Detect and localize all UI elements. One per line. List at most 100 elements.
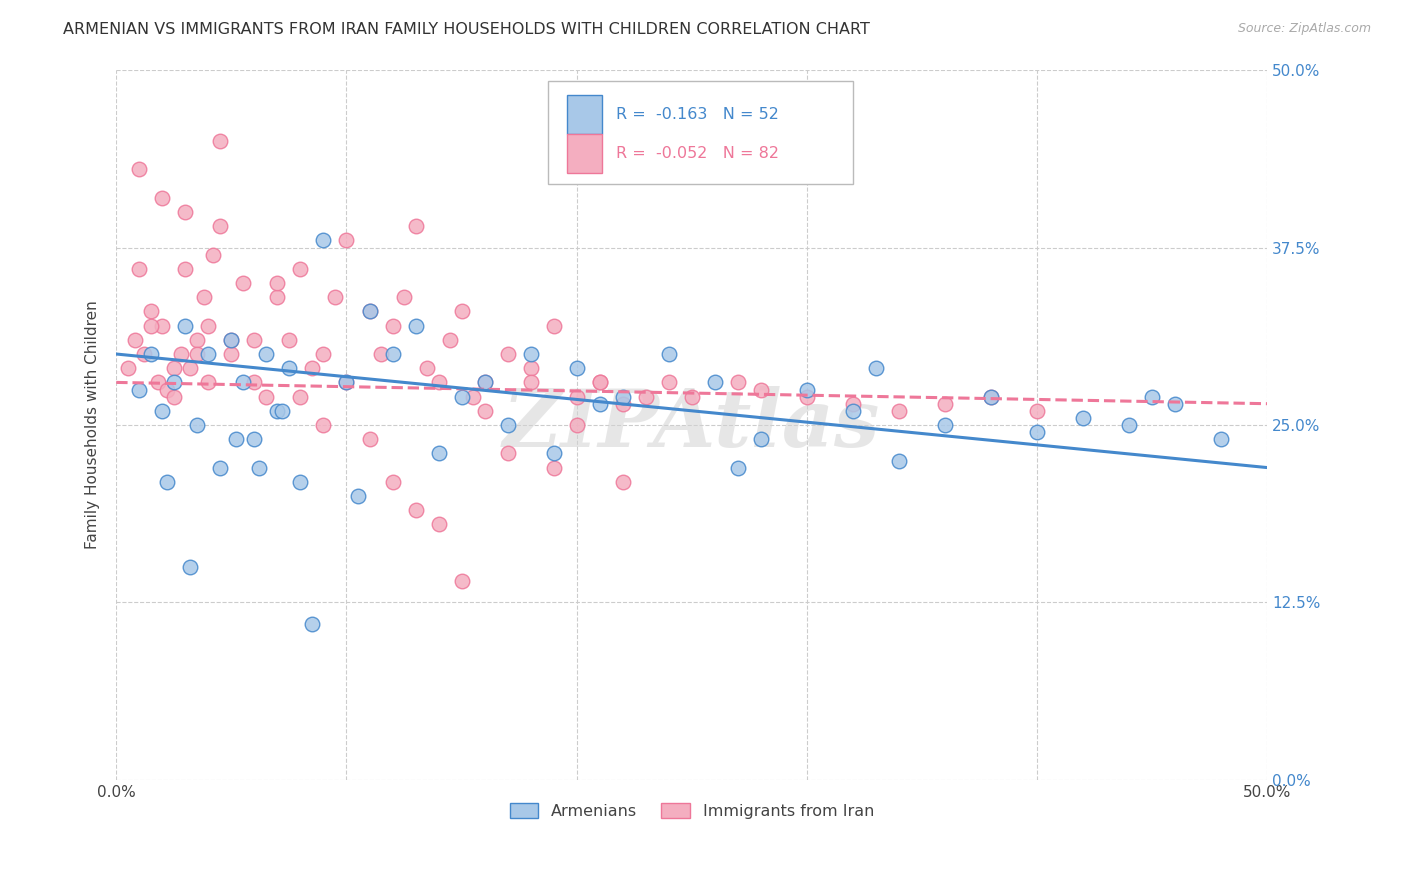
Point	[156, 383, 179, 397]
Bar	[568, 134, 602, 173]
Point	[519, 361, 541, 376]
Point	[312, 417, 335, 432]
Point	[980, 390, 1002, 404]
Point	[450, 304, 472, 318]
Point	[461, 390, 484, 404]
Point	[359, 304, 381, 318]
Point	[589, 376, 612, 390]
Point	[232, 276, 254, 290]
Point	[519, 376, 541, 390]
Point	[887, 404, 910, 418]
Point	[359, 432, 381, 446]
Point	[254, 347, 277, 361]
Point	[496, 446, 519, 460]
Point	[496, 417, 519, 432]
Point	[681, 390, 703, 404]
Point	[117, 361, 139, 376]
Point	[335, 376, 357, 390]
Point	[179, 361, 201, 376]
Point	[405, 318, 427, 333]
Point	[392, 290, 415, 304]
Point	[335, 376, 357, 390]
Point	[727, 376, 749, 390]
Point	[323, 290, 346, 304]
Point	[427, 376, 450, 390]
Text: R =  -0.163   N = 52: R = -0.163 N = 52	[616, 107, 779, 122]
Point	[247, 460, 270, 475]
Point	[703, 376, 725, 390]
Point	[612, 475, 634, 489]
Point	[301, 361, 323, 376]
Point	[427, 517, 450, 532]
Point	[174, 318, 197, 333]
Point	[427, 446, 450, 460]
Point	[439, 333, 461, 347]
Text: Source: ZipAtlas.com: Source: ZipAtlas.com	[1237, 22, 1371, 36]
Point	[132, 347, 155, 361]
Point	[727, 460, 749, 475]
Point	[405, 219, 427, 234]
Point	[290, 261, 312, 276]
Point	[347, 489, 370, 503]
Point	[565, 390, 588, 404]
Point	[139, 304, 162, 318]
Point	[842, 397, 865, 411]
Point	[243, 432, 266, 446]
Point	[543, 446, 565, 460]
Point	[232, 376, 254, 390]
Point	[370, 347, 392, 361]
Point	[179, 560, 201, 574]
FancyBboxPatch shape	[548, 80, 853, 184]
Point	[243, 333, 266, 347]
Point	[170, 347, 193, 361]
Point	[612, 397, 634, 411]
Point	[1118, 417, 1140, 432]
Point	[271, 404, 294, 418]
Point	[150, 318, 173, 333]
Point	[842, 404, 865, 418]
Point	[980, 390, 1002, 404]
Point	[197, 318, 219, 333]
Point	[1071, 411, 1094, 425]
Point	[197, 376, 219, 390]
Point	[749, 432, 772, 446]
Point	[312, 347, 335, 361]
Point	[150, 404, 173, 418]
Text: R =  -0.052   N = 82: R = -0.052 N = 82	[616, 145, 779, 161]
Point	[496, 347, 519, 361]
Point	[749, 383, 772, 397]
Point	[208, 134, 231, 148]
Point	[1026, 404, 1049, 418]
Point	[887, 453, 910, 467]
Point	[658, 347, 681, 361]
Point	[186, 347, 208, 361]
Point	[474, 376, 496, 390]
Point	[221, 333, 243, 347]
Point	[266, 404, 288, 418]
Point	[450, 390, 472, 404]
Point	[1026, 425, 1049, 439]
Point	[416, 361, 439, 376]
Point	[381, 318, 404, 333]
Point	[1211, 432, 1233, 446]
Point	[589, 376, 612, 390]
Point	[174, 261, 197, 276]
Point	[543, 460, 565, 475]
Point	[405, 503, 427, 517]
Point	[381, 347, 404, 361]
Point	[277, 361, 299, 376]
Point	[193, 290, 215, 304]
Point	[381, 475, 404, 489]
Point	[156, 475, 179, 489]
Bar	[568, 95, 602, 135]
Point	[221, 347, 243, 361]
Point	[589, 397, 612, 411]
Point	[124, 333, 146, 347]
Point	[174, 205, 197, 219]
Point	[266, 276, 288, 290]
Point	[150, 191, 173, 205]
Point	[1142, 390, 1164, 404]
Point	[565, 417, 588, 432]
Point	[225, 432, 247, 446]
Point	[197, 347, 219, 361]
